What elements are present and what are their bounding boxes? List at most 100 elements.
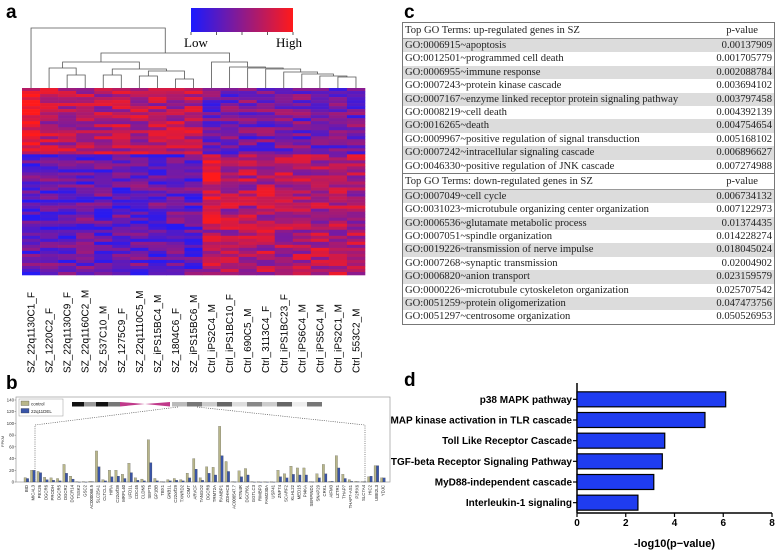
- bar-22q11DEL: [175, 480, 178, 483]
- heatmap-cell: [184, 235, 203, 240]
- heatmap-cell: [40, 196, 59, 200]
- heatmap-cell: [40, 250, 59, 255]
- heatmap-cell: [166, 187, 185, 191]
- heatmap-cell: [184, 214, 203, 218]
- heatmap-cell: [202, 217, 221, 222]
- heatmap-cell: [94, 187, 113, 191]
- bar-control: [289, 466, 293, 483]
- heatmap-cell: [256, 235, 276, 240]
- heatmap-cell: [148, 241, 167, 246]
- heatmap-cell: [166, 115, 185, 119]
- heatmap-cell: [166, 181, 185, 185]
- heatmap-cell: [22, 181, 41, 185]
- heatmap-cell: [112, 253, 131, 258]
- heatmap-cell: [148, 217, 167, 222]
- chromosome-band: [72, 402, 84, 407]
- heatmap-cell: [22, 166, 41, 170]
- heatmap-cell: [256, 226, 276, 231]
- heatmap-cell: [94, 103, 113, 107]
- heatmap-cell: [22, 145, 41, 149]
- heatmap-cell: [202, 229, 221, 234]
- heatmap-cell: [76, 229, 95, 234]
- heatmap-cell: [220, 172, 239, 176]
- heatmap-cell: [22, 91, 41, 95]
- bar-22q11DEL: [201, 480, 204, 483]
- heatmap-cell: [292, 178, 312, 182]
- heatmap-cell: [292, 169, 312, 173]
- heatmap-cell: [346, 160, 366, 164]
- heatmap-cell: [22, 121, 41, 125]
- heatmap-cell: [292, 160, 312, 164]
- heatmap-cell: [310, 262, 330, 267]
- heatmap-cell: [22, 265, 41, 270]
- bar-22q11DEL: [220, 455, 224, 483]
- p-value: 0.006734132: [716, 190, 772, 202]
- heatmap-cell: [202, 199, 221, 203]
- heatmap-cell: [328, 118, 348, 122]
- heatmap-cell: [328, 100, 348, 104]
- heatmap-cell: [184, 154, 203, 158]
- heatmap-cell: [130, 178, 149, 182]
- heatmap-cell: [94, 193, 113, 197]
- heatmap-cell: [310, 124, 330, 128]
- heatmap-cell: [58, 142, 77, 146]
- heatmap-cell: [184, 190, 203, 194]
- heatmap-cell: [220, 175, 239, 179]
- heatmap-cell: [166, 133, 185, 137]
- heatmap-cell: [76, 136, 95, 140]
- heatmap-cell: [328, 160, 348, 164]
- heatmap-cell: [22, 205, 41, 209]
- heatmap-cell: [238, 151, 257, 155]
- dendrogram-branch: [319, 75, 348, 88]
- heatmap-cell: [238, 187, 257, 191]
- heatmap-cell: [238, 178, 257, 182]
- heatmap-cell: [274, 97, 294, 101]
- sample-label: SZ_1220C2_F: [45, 308, 56, 373]
- heatmap-cell: [346, 247, 366, 252]
- heatmap-cell: [112, 223, 131, 228]
- heatmap-cell: [184, 196, 203, 200]
- p-value: 0.002088784: [716, 66, 772, 78]
- heatmap-cell: [328, 106, 348, 110]
- heatmap-cell: [58, 226, 77, 231]
- heatmap-cell: [22, 250, 41, 255]
- sample-label: Ctrl_3113C4_F: [261, 306, 272, 373]
- heatmap-cell: [328, 163, 348, 167]
- heatmap-cell: [202, 139, 221, 143]
- heatmap-cell: [310, 238, 330, 243]
- heatmap-cell: [40, 88, 59, 92]
- heatmap-cell: [346, 103, 366, 107]
- heatmap-cell: [310, 163, 330, 167]
- heatmap-cell: [238, 118, 257, 122]
- bar-control: [315, 473, 319, 483]
- heatmap-cell: [184, 199, 203, 203]
- heatmap-cell: [346, 250, 366, 255]
- heatmap-cell: [256, 268, 276, 273]
- heatmap-cell: [274, 193, 294, 197]
- heatmap-cell: [220, 151, 239, 155]
- heatmap-cell: [346, 235, 366, 240]
- heatmap-cell: [274, 172, 294, 176]
- go-term: GO:0006536~glutamate metabolic process: [405, 217, 587, 229]
- heatmap-cell: [130, 208, 149, 212]
- heatmap-cell: [328, 238, 348, 243]
- bar-control: [276, 470, 280, 483]
- heatmap-cell: [40, 199, 59, 203]
- heatmap-cell: [112, 178, 131, 182]
- heatmap-cell: [238, 265, 257, 270]
- bar-control: [373, 465, 377, 483]
- heatmap-cell: [148, 127, 167, 131]
- heatmap-cell: [76, 232, 95, 237]
- heatmap-cell: [238, 142, 257, 146]
- heatmap-cell: [202, 220, 221, 225]
- heatmap-cell: [274, 160, 294, 164]
- heatmap-cell: [346, 232, 366, 237]
- bar-22q11DEL: [343, 478, 347, 483]
- table-row: GO:0006955~immune response 0.002088784: [403, 65, 774, 80]
- x-axis-label: -log10(p−value): [634, 538, 715, 550]
- bar-22q11DEL: [123, 478, 127, 483]
- heatmap-cell: [94, 190, 113, 194]
- heatmap-cell: [274, 106, 294, 110]
- heatmap-cell: [238, 244, 257, 249]
- heatmap-cell: [40, 166, 59, 170]
